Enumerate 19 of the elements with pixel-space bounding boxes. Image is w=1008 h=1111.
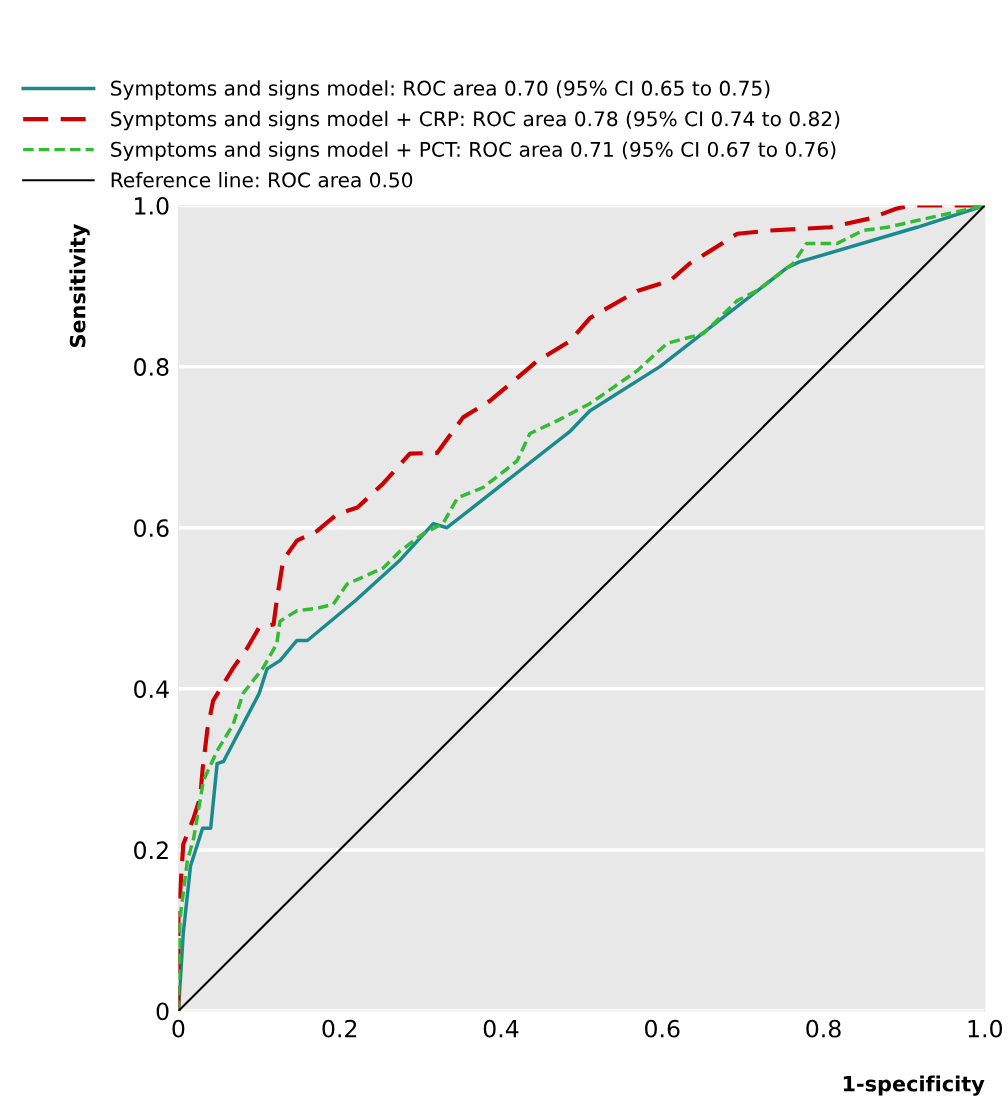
legend-label: Symptoms and signs model + CRP: ROC area 0.78 (95% CI 0.74 to 0.82) <box>111 110 840 131</box>
y-axis-title: Sensitivity <box>69 224 90 348</box>
y-tick-label: 1.0 <box>135 196 169 215</box>
legend-label: Symptoms and signs model + PCT: ROC area 0.71 (95% CI 0.67 to 0.76) <box>111 141 836 161</box>
y-tick-label: 0.8 <box>134 358 169 376</box>
x-tick-label: 1.0 <box>968 1019 1003 1038</box>
x-axis-title: 1-specificity <box>843 1075 985 1096</box>
x-tick-label: 0.8 <box>806 1019 841 1038</box>
y-tick-label: 0.6 <box>134 519 169 538</box>
x-tick-label: 0.4 <box>483 1019 519 1038</box>
y-tick-label: 0.4 <box>134 680 169 699</box>
line-series <box>178 205 985 1012</box>
x-tick-label: 0.6 <box>645 1019 680 1038</box>
legend-label: Symptoms and signs model: ROC area 0.70 (95% CI 0.65 to 0.75) <box>111 80 770 100</box>
x-tick-label: 0 <box>172 1019 185 1038</box>
y-tick-label: 0 <box>156 1002 169 1021</box>
legend-label: Reference line: ROC area 0.50 <box>111 171 413 188</box>
y-tick-label: 0.2 <box>134 841 168 860</box>
x-tick-label: 0.2 <box>322 1019 357 1038</box>
